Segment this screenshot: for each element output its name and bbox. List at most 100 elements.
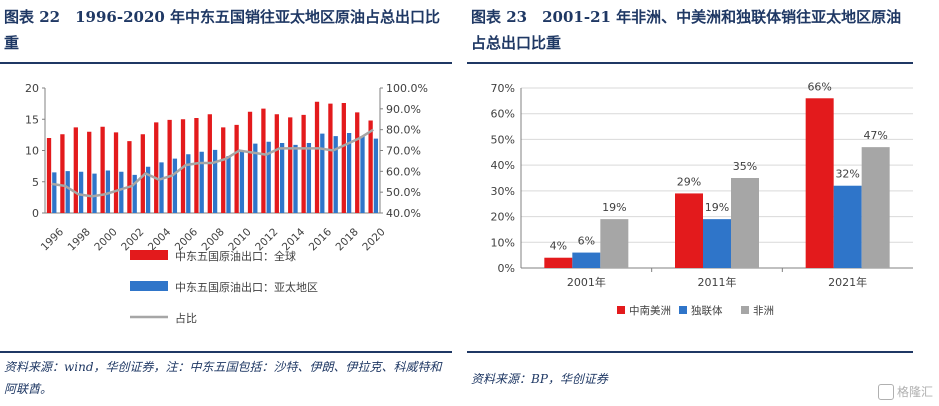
bar-asia-pacific-exports: [212, 149, 218, 213]
bar-global-exports: [314, 101, 320, 213]
bar-0: [544, 257, 573, 268]
bar-asia-pacific-exports: [199, 151, 204, 213]
bar-asia-pacific-exports: [373, 138, 379, 213]
x-axis-tick-label: 2001年: [567, 275, 606, 289]
chart-1-svg: 0 5 10 15 20 40.0% 50.0% 60.0% 70.0% 80.0% 90.0% 1…: [25, 82, 428, 325]
bar-asia-pacific-exports: [306, 143, 312, 213]
bar-asia-pacific-exports: [145, 166, 151, 213]
bar-asia-pacific-exports: [78, 171, 84, 213]
y-axis-tick-label: 30%: [491, 185, 515, 198]
bar-global-exports: [194, 118, 199, 213]
bar-asia-pacific-exports: [293, 144, 298, 213]
right-axis-tick-label: 80.0%: [386, 124, 421, 137]
watermark: 格隆汇: [877, 383, 933, 400]
bar-asia-pacific-exports: [320, 133, 325, 213]
bar-global-exports: [355, 112, 360, 213]
bar-asia-pacific-exports: [279, 143, 285, 213]
x-axis-tick-label: 2018: [334, 226, 361, 253]
source-divider: [0, 351, 452, 353]
bar-global-exports: [221, 127, 226, 213]
bar-global-exports: [288, 117, 293, 213]
y-axis-tick-label: 0%: [498, 262, 515, 275]
left-axis-tick-label: 10: [25, 145, 39, 158]
x-axis-tick-label: 2011年: [698, 275, 737, 289]
data-label: 6%: [578, 235, 595, 248]
legend-swatch: [617, 306, 625, 314]
right-axis-tick-label: 60.0%: [386, 165, 421, 178]
bar-global-exports: [301, 114, 306, 213]
bar-global-exports: [154, 122, 159, 213]
bar-global-exports: [328, 103, 333, 213]
bar-asia-pacific-exports: [266, 141, 271, 213]
data-label: 29%: [677, 175, 701, 188]
left-axis-tick-label: 5: [32, 176, 39, 189]
legend-swatch: [130, 281, 168, 291]
data-label: 32%: [835, 168, 859, 181]
bar-asia-pacific-exports: [346, 133, 352, 213]
bar-asia-pacific-exports: [239, 151, 245, 213]
y-axis-tick-label: 10%: [491, 236, 515, 249]
title-divider: [467, 62, 913, 64]
legend-label: 中东五国原油出口：亚太地区: [175, 280, 318, 294]
chart-title: 图表 23 2001-21 年非洲、中美洲和独联体销往亚太地区原油占总出口比重: [471, 8, 902, 52]
right-axis-tick-label: 40.0%: [386, 207, 421, 220]
bar-global-exports: [234, 124, 239, 213]
bar-asia-pacific-exports: [360, 136, 365, 213]
legend-label: 占比: [175, 311, 197, 325]
watermark-text: 格隆汇: [896, 384, 933, 399]
data-label: 47%: [863, 129, 887, 142]
source-note: 资料来源：wind，华创证券，注：中东五国包括：沙特、伊朗、伊拉克、科威特和阿联…: [4, 360, 442, 396]
bar-global-exports: [167, 119, 172, 213]
bar-asia-pacific-exports: [159, 162, 164, 213]
bar-global-exports: [274, 114, 279, 213]
right-axis-tick-label: 70.0%: [386, 145, 421, 158]
left-axis-tick-label: 15: [25, 113, 39, 126]
source-divider: [467, 351, 913, 353]
legend-swatch: [130, 250, 168, 260]
left-panel: 图表 22 1996-2020 年中东五国销往亚太地区原油占总出口比重 0 5 10…: [0, 0, 452, 406]
bar-global-exports: [46, 138, 52, 213]
bar-asia-pacific-exports: [132, 174, 137, 213]
title-divider: [0, 62, 452, 64]
bar-1: [833, 185, 862, 268]
y-axis-tick-label: 60%: [491, 108, 515, 121]
bar-global-exports: [341, 103, 346, 213]
source-note: 资料来源：BP，华创证券: [471, 372, 608, 386]
bar-global-exports: [87, 131, 92, 213]
bar-global-exports: [127, 141, 132, 213]
bar-global-exports: [140, 134, 145, 213]
legend-label: 中东五国原油出口：全球: [175, 249, 296, 263]
left-axis-tick-label: 0: [32, 207, 39, 220]
legend-label: 中南美洲: [629, 304, 671, 317]
bar-global-exports: [113, 132, 119, 213]
data-label: 19%: [705, 201, 729, 214]
y-axis-tick-label: 40%: [491, 159, 515, 172]
y-axis-tick-label: 50%: [491, 133, 515, 146]
right-panel: 图表 23 2001-21 年非洲、中美洲和独联体销往亚太地区原油占总出口比重 …: [467, 0, 939, 406]
bar-0: [675, 193, 703, 268]
right-axis-tick-label: 50.0%: [386, 186, 421, 199]
right-axis-tick-label: 100.0%: [386, 82, 428, 95]
x-axis-tick-label: 1998: [66, 226, 93, 253]
x-axis-tick-label: 2016: [307, 226, 335, 254]
bar-asia-pacific-exports: [65, 171, 70, 213]
data-label: 35%: [733, 160, 757, 173]
data-label: 19%: [602, 201, 626, 214]
bar-asia-pacific-exports: [105, 170, 111, 213]
legend-swatch: [741, 306, 749, 314]
x-axis-tick-label: 2002: [119, 226, 146, 253]
bar-asia-pacific-exports: [253, 143, 258, 213]
bar-asia-pacific-exports: [172, 158, 178, 213]
chart-title: 图表 22 1996-2020 年中东五国销往亚太地区原油占总出口比重: [4, 8, 441, 52]
bar-asia-pacific-exports: [52, 172, 57, 213]
bar-asia-pacific-exports: [333, 136, 338, 213]
bar-global-exports: [247, 111, 253, 213]
x-axis-tick-label: 2020: [360, 226, 387, 253]
bar-2: [861, 147, 890, 268]
data-label: 66%: [807, 80, 831, 93]
bar-global-exports: [100, 126, 105, 213]
y-axis-tick-label: 20%: [491, 211, 515, 224]
x-axis-tick-label: 1996: [39, 226, 67, 254]
bar-1: [703, 219, 731, 268]
x-axis-tick-label: 2021年: [828, 275, 867, 289]
